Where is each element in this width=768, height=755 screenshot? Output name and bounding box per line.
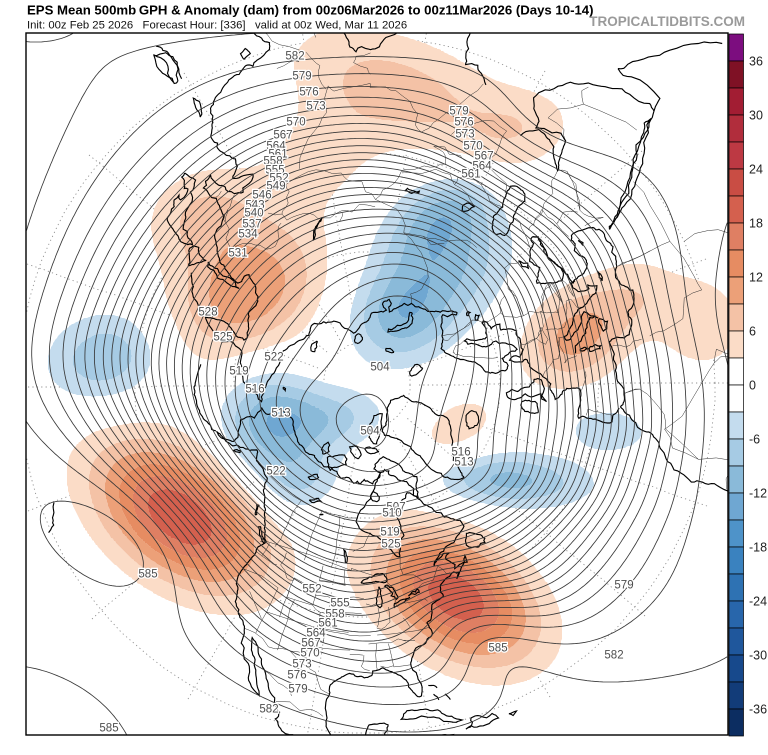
- svg-text:522: 522: [266, 466, 285, 478]
- svg-text:522: 522: [264, 352, 283, 364]
- svg-text:585: 585: [138, 569, 157, 581]
- svg-text:525: 525: [213, 332, 232, 344]
- svg-text:552: 552: [269, 173, 288, 185]
- svg-text:561: 561: [461, 169, 480, 181]
- svg-text:528: 528: [198, 307, 217, 319]
- svg-text:-24: -24: [749, 595, 767, 609]
- svg-text:564: 564: [306, 628, 326, 640]
- svg-text:534: 534: [238, 229, 258, 241]
- svg-text:585: 585: [488, 643, 507, 655]
- svg-text:18: 18: [749, 217, 763, 231]
- svg-text:558: 558: [263, 156, 282, 168]
- svg-text:558: 558: [325, 609, 344, 621]
- svg-text:570: 570: [463, 141, 482, 153]
- svg-text:504: 504: [370, 362, 390, 374]
- svg-text:573: 573: [455, 129, 474, 141]
- svg-text:579: 579: [614, 580, 633, 592]
- svg-text:549: 549: [266, 181, 285, 193]
- svg-text:519: 519: [380, 527, 399, 539]
- svg-text:576: 576: [287, 670, 306, 682]
- svg-text:573: 573: [292, 659, 311, 671]
- svg-text:564: 564: [266, 141, 286, 153]
- svg-text:582: 582: [259, 704, 278, 716]
- svg-text:513: 513: [271, 408, 290, 420]
- svg-text:561: 561: [268, 149, 287, 161]
- svg-text:576: 576: [454, 117, 473, 129]
- svg-text:579: 579: [292, 71, 311, 83]
- svg-text:0: 0: [749, 379, 756, 393]
- svg-text:564: 564: [472, 161, 492, 173]
- svg-text:Init: 00z Feb 25 2026 Foreca: Init: 00z Feb 25 2026 Forecast Hour: [33…: [27, 20, 407, 32]
- svg-text:EPS Mean 500mb GPH & Anomaly (: EPS Mean 500mb GPH & Anomaly (dam) from …: [27, 3, 594, 18]
- svg-text:567: 567: [474, 151, 493, 163]
- svg-text:510: 510: [382, 508, 401, 520]
- svg-text:579: 579: [288, 684, 307, 696]
- svg-text:579: 579: [449, 106, 468, 118]
- svg-text:570: 570: [300, 648, 319, 660]
- svg-text:519: 519: [229, 366, 248, 378]
- svg-text:-18: -18: [749, 541, 767, 555]
- svg-text:12: 12: [749, 271, 763, 285]
- svg-text:TROPICALTIDBITS.COM: TROPICALTIDBITS.COM: [589, 14, 745, 29]
- svg-text:570: 570: [286, 117, 305, 129]
- svg-text:540: 540: [244, 208, 263, 220]
- svg-text:582: 582: [604, 650, 623, 662]
- svg-text:543: 543: [245, 200, 264, 212]
- svg-text:531: 531: [228, 248, 247, 260]
- svg-text:6: 6: [749, 325, 756, 339]
- svg-text:-6: -6: [749, 433, 760, 447]
- svg-text:576: 576: [299, 87, 318, 99]
- svg-text:585: 585: [99, 723, 118, 735]
- svg-text:537: 537: [242, 219, 261, 231]
- svg-text:546: 546: [252, 190, 271, 202]
- svg-text:555: 555: [330, 598, 349, 610]
- svg-text:516: 516: [245, 384, 264, 396]
- svg-text:30: 30: [749, 109, 763, 123]
- svg-text:516: 516: [451, 447, 470, 459]
- svg-text:552: 552: [302, 584, 321, 596]
- svg-text:36: 36: [749, 55, 763, 69]
- svg-text:582: 582: [285, 51, 304, 63]
- svg-text:525: 525: [381, 539, 400, 551]
- svg-text:513: 513: [454, 457, 473, 469]
- svg-text:567: 567: [273, 130, 292, 142]
- svg-text:561: 561: [318, 618, 337, 630]
- svg-text:567: 567: [301, 638, 320, 650]
- svg-text:573: 573: [306, 101, 325, 113]
- svg-text:24: 24: [749, 163, 763, 177]
- svg-text:-30: -30: [749, 649, 767, 663]
- svg-text:-12: -12: [749, 487, 767, 501]
- svg-text:507: 507: [386, 502, 405, 514]
- svg-text:-36: -36: [749, 703, 767, 717]
- svg-text:504: 504: [360, 426, 380, 438]
- svg-text:555: 555: [265, 165, 284, 177]
